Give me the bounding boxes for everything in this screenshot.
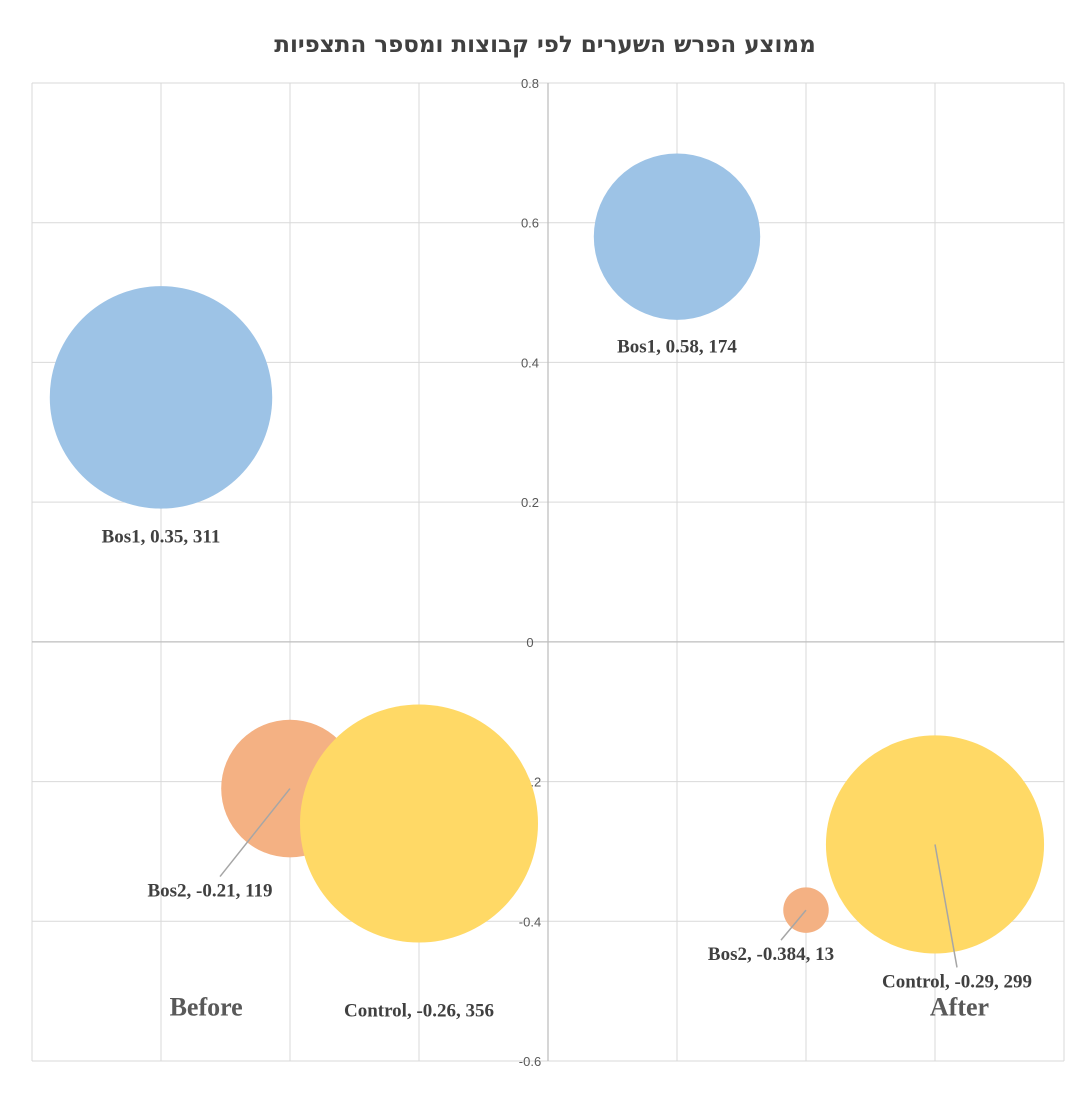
chart-title: ממוצע הפרש השערים לפי קבוצות ומספר התצפי…: [274, 32, 815, 58]
bubble-bos1: [49, 286, 273, 509]
data-labels: Bos1, 0.35, 311 Bos1, 0.58, 174 Bos2, -0.2…: [102, 337, 1032, 1022]
leader-line: [219, 788, 291, 878]
leader-line: [934, 844, 958, 968]
quadrant-label: After: [930, 993, 989, 1022]
quadrant-labels: Before After: [170, 993, 990, 1022]
y-tick-label: 0: [526, 635, 533, 650]
y-tick-label: 0.6: [521, 216, 539, 231]
bubble-control: [300, 704, 538, 943]
y-tick-label: 0.2: [521, 495, 539, 510]
y-tick-label: 0.8: [521, 76, 539, 91]
data-label: Bos1, 0.58, 174: [617, 337, 737, 358]
data-label: Bos2, -0.384, 13: [708, 944, 834, 965]
y-tick-label: 0.4: [521, 355, 539, 370]
data-label: Control, -0.29, 299: [882, 971, 1032, 992]
leader-line: [780, 909, 807, 941]
bubble-bos1: [593, 153, 761, 320]
data-label: Control, -0.26, 356: [344, 1000, 494, 1021]
leader-lines: [219, 788, 958, 968]
quadrant-label: Before: [170, 993, 243, 1022]
bubbles: [49, 153, 1045, 954]
data-label: Bos2, -0.21, 119: [147, 881, 272, 902]
y-tick-label: -0.4: [519, 914, 541, 929]
data-label: Bos1, 0.35, 311: [102, 526, 221, 547]
y-tick-label: -0.6: [519, 1054, 541, 1069]
